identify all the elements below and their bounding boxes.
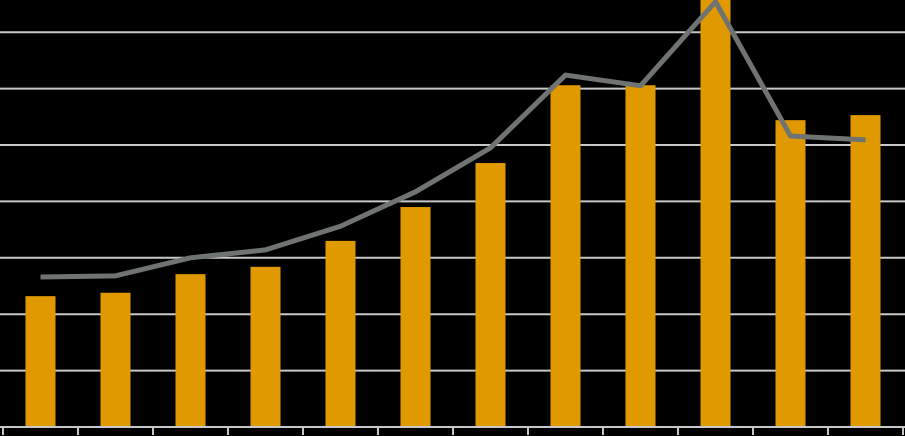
- bar: [625, 85, 656, 427]
- bar: [850, 115, 881, 427]
- bar: [550, 85, 581, 427]
- bar: [700, 0, 731, 427]
- line: [40, 0, 866, 280]
- bar: [325, 240, 356, 427]
- bar: [100, 292, 131, 427]
- bar: [250, 266, 281, 427]
- bar: [775, 120, 806, 428]
- bar: [175, 274, 206, 427]
- bar: [400, 207, 431, 427]
- bar: [475, 163, 506, 427]
- bar: [25, 296, 56, 427]
